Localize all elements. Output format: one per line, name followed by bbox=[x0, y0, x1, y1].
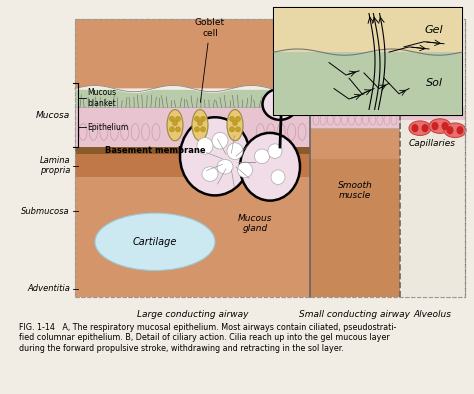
Ellipse shape bbox=[194, 116, 200, 121]
Text: Alveolus: Alveolus bbox=[413, 310, 452, 318]
Text: Mucosa: Mucosa bbox=[36, 111, 70, 120]
Bar bbox=[75, 19, 465, 297]
Ellipse shape bbox=[284, 103, 296, 116]
Ellipse shape bbox=[227, 110, 243, 141]
Bar bbox=[310, 97, 400, 107]
Ellipse shape bbox=[441, 122, 448, 130]
Text: Large conducting airway: Large conducting airway bbox=[137, 310, 248, 318]
Ellipse shape bbox=[431, 122, 438, 130]
Ellipse shape bbox=[212, 132, 228, 149]
Text: Epithelium: Epithelium bbox=[87, 123, 128, 132]
Ellipse shape bbox=[456, 126, 464, 134]
Ellipse shape bbox=[192, 110, 208, 141]
Ellipse shape bbox=[229, 116, 235, 121]
Text: Adventitia: Adventitia bbox=[27, 284, 70, 293]
Ellipse shape bbox=[429, 119, 451, 134]
Ellipse shape bbox=[421, 124, 428, 132]
Ellipse shape bbox=[170, 116, 174, 121]
Bar bbox=[400, 107, 465, 120]
Bar bbox=[75, 19, 310, 297]
Ellipse shape bbox=[263, 89, 298, 120]
Text: FIG. 1-14   A, The respiratory mucosal epithelium. Most airways contain ciliated: FIG. 1-14 A, The respiratory mucosal epi… bbox=[19, 323, 396, 353]
Ellipse shape bbox=[170, 127, 174, 132]
Ellipse shape bbox=[229, 127, 235, 132]
Ellipse shape bbox=[409, 121, 431, 136]
Ellipse shape bbox=[217, 160, 233, 174]
Text: Mucous
gland: Mucous gland bbox=[238, 214, 272, 233]
Ellipse shape bbox=[411, 124, 419, 132]
Ellipse shape bbox=[194, 127, 200, 132]
Ellipse shape bbox=[175, 116, 181, 121]
Text: Capillaries: Capillaries bbox=[409, 139, 456, 148]
Ellipse shape bbox=[237, 162, 253, 178]
Bar bbox=[75, 19, 465, 297]
Text: Small conducting airway: Small conducting airway bbox=[300, 310, 410, 318]
Bar bbox=[310, 107, 400, 128]
Text: Gel: Gel bbox=[425, 25, 443, 35]
Bar bbox=[75, 154, 310, 177]
Bar bbox=[75, 89, 310, 107]
Text: Goblet
cell: Goblet cell bbox=[195, 18, 225, 102]
Text: Mucous
blanket: Mucous blanket bbox=[87, 88, 116, 108]
Ellipse shape bbox=[240, 133, 300, 201]
Ellipse shape bbox=[95, 213, 215, 270]
Text: Lamina
propria: Lamina propria bbox=[39, 156, 70, 175]
Ellipse shape bbox=[444, 123, 466, 138]
Ellipse shape bbox=[201, 127, 206, 132]
Ellipse shape bbox=[236, 116, 240, 121]
Bar bbox=[274, 8, 462, 52]
Ellipse shape bbox=[173, 121, 177, 126]
Ellipse shape bbox=[233, 121, 237, 126]
Text: Smooth
muscle: Smooth muscle bbox=[337, 181, 373, 201]
Ellipse shape bbox=[255, 149, 270, 164]
Bar bbox=[274, 52, 462, 115]
Ellipse shape bbox=[268, 144, 282, 158]
Ellipse shape bbox=[227, 143, 243, 160]
Bar bbox=[274, 8, 462, 115]
Ellipse shape bbox=[167, 110, 183, 141]
Ellipse shape bbox=[447, 126, 454, 134]
Ellipse shape bbox=[175, 127, 181, 132]
Ellipse shape bbox=[197, 138, 213, 154]
Ellipse shape bbox=[202, 167, 218, 181]
Ellipse shape bbox=[274, 87, 286, 100]
Ellipse shape bbox=[198, 121, 202, 126]
Ellipse shape bbox=[201, 116, 206, 121]
Text: Cartilage: Cartilage bbox=[133, 237, 177, 247]
Bar bbox=[75, 147, 310, 154]
Ellipse shape bbox=[180, 117, 250, 195]
Ellipse shape bbox=[236, 127, 240, 132]
Text: Basement membrane: Basement membrane bbox=[105, 146, 206, 155]
Ellipse shape bbox=[271, 170, 285, 184]
Bar bbox=[75, 107, 310, 147]
Bar bbox=[310, 19, 400, 297]
Bar bbox=[400, 19, 465, 297]
Text: Submucosa: Submucosa bbox=[21, 206, 70, 216]
Text: Sol: Sol bbox=[426, 78, 443, 88]
Bar bbox=[310, 160, 400, 297]
